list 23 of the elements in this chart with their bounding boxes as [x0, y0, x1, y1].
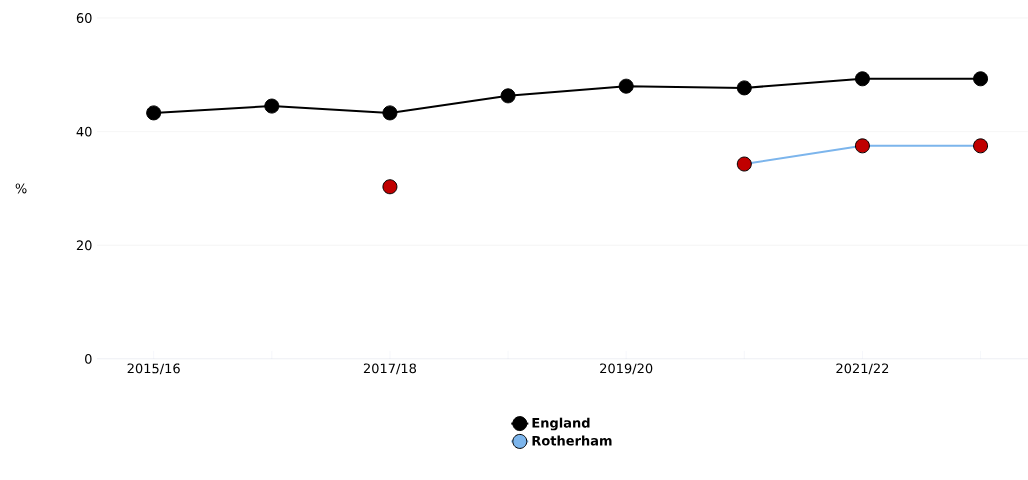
point: [618, 78, 634, 94]
point: [973, 71, 989, 87]
point: [736, 80, 752, 96]
x-tick-label: 2015/16: [127, 363, 180, 375]
y-tick-label: 60: [76, 13, 92, 23]
y-axis-title: %: [15, 183, 27, 194]
point: [264, 98, 280, 114]
y-tick-label: 40: [76, 126, 92, 137]
point: [973, 138, 989, 154]
point: [854, 138, 870, 154]
x-tick-label: 2019/20: [600, 363, 653, 375]
point: [146, 105, 162, 121]
legend-label: Rotherham: [532, 435, 612, 446]
legend-label: England: [532, 417, 590, 431]
point: [854, 71, 870, 87]
y-tick-label: 20: [76, 240, 92, 251]
point: [382, 105, 398, 121]
point: [736, 156, 752, 172]
y-tick-label: 0: [85, 354, 92, 364]
point: [382, 179, 398, 195]
x-tick-label: 2017/18: [363, 363, 417, 375]
x-tick-label: 2021/22: [836, 363, 889, 375]
point: [500, 88, 516, 104]
